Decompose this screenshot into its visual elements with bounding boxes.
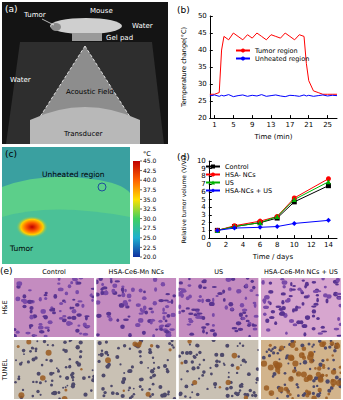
- svg-text:°C: °C: [143, 150, 151, 158]
- svg-text:45.0: 45.0: [143, 157, 157, 164]
- svg-text:7: 7: [201, 180, 205, 188]
- svg-text:30: 30: [198, 80, 207, 88]
- svg-text:6: 6: [258, 241, 263, 249]
- svg-text:2: 2: [201, 219, 205, 227]
- svg-text:42.5: 42.5: [143, 167, 157, 174]
- svg-text:Relative tumor volume (V/V₀): Relative tumor volume (V/V₀): [180, 156, 187, 244]
- svg-text:25: 25: [323, 121, 332, 129]
- svg-text:US: US: [214, 268, 223, 276]
- svg-text:Control: Control: [42, 268, 66, 276]
- svg-text:(a): (a): [5, 4, 18, 14]
- svg-text:20.0: 20.0: [143, 253, 157, 260]
- svg-text:32.5: 32.5: [143, 205, 157, 212]
- svg-text:3: 3: [201, 211, 205, 219]
- svg-text:0: 0: [207, 241, 211, 249]
- svg-text:20: 20: [198, 114, 207, 122]
- svg-text:25.0: 25.0: [143, 234, 157, 241]
- svg-text:8: 8: [275, 241, 279, 249]
- svg-text:HSA-Ce6-Mn NCs: HSA-Ce6-Mn NCs: [109, 268, 165, 276]
- svg-text:45: 45: [198, 29, 207, 37]
- svg-text:HSA-NCs + US: HSA-NCs + US: [225, 187, 272, 195]
- svg-text:12: 12: [307, 241, 316, 249]
- svg-text:TUNEL: TUNEL: [1, 358, 9, 381]
- svg-text:5: 5: [201, 196, 205, 204]
- svg-text:Mouse: Mouse: [90, 7, 113, 15]
- svg-text:US: US: [225, 179, 234, 187]
- svg-text:Gel pad: Gel pad: [106, 34, 133, 42]
- svg-text:4: 4: [201, 203, 206, 211]
- svg-text:14: 14: [324, 241, 333, 249]
- svg-text:Tumor: Tumor: [23, 11, 46, 19]
- svg-text:Tumor: Tumor: [9, 244, 34, 253]
- svg-text:Time / days: Time / days: [252, 253, 294, 261]
- svg-text:0: 0: [201, 234, 205, 242]
- svg-text:21: 21: [304, 121, 313, 129]
- svg-text:HSA- NCs: HSA- NCs: [225, 171, 256, 179]
- svg-text:10: 10: [197, 157, 206, 165]
- svg-text:Control: Control: [225, 163, 249, 171]
- svg-text:Acoustic Field: Acoustic Field: [66, 88, 114, 96]
- svg-text:10: 10: [290, 241, 299, 249]
- svg-text:40.0: 40.0: [143, 176, 157, 183]
- svg-text:Water: Water: [10, 76, 31, 84]
- svg-text:1: 1: [212, 121, 216, 129]
- svg-text:2: 2: [224, 241, 228, 249]
- svg-text:(d): (d): [177, 152, 190, 162]
- svg-text:Transducer: Transducer: [63, 130, 103, 138]
- svg-text:30.0: 30.0: [143, 215, 157, 222]
- svg-text:17: 17: [285, 121, 294, 129]
- svg-text:(e): (e): [0, 266, 13, 276]
- svg-text:1: 1: [201, 226, 205, 234]
- svg-text:22.5: 22.5: [143, 244, 157, 251]
- svg-text:50: 50: [198, 12, 207, 20]
- svg-text:9: 9: [201, 165, 205, 173]
- svg-text:5: 5: [231, 121, 235, 129]
- svg-text:(b): (b): [177, 5, 190, 15]
- svg-text:8: 8: [201, 172, 205, 180]
- svg-text:9: 9: [250, 121, 254, 129]
- svg-text:Water: Water: [132, 22, 153, 30]
- svg-text:HSA-Ce6-Mn NCs + US: HSA-Ce6-Mn NCs + US: [264, 268, 338, 276]
- svg-text:H&E: H&E: [1, 300, 9, 314]
- svg-text:Time (min): Time (min): [253, 133, 292, 141]
- svg-text:35.0: 35.0: [143, 196, 157, 203]
- svg-text:37.5: 37.5: [143, 186, 157, 193]
- svg-text:Unheated region: Unheated region: [42, 170, 105, 179]
- svg-text:Tumor region: Tumor region: [254, 47, 298, 55]
- svg-text:(c): (c): [5, 149, 17, 159]
- svg-text:27.5: 27.5: [143, 224, 157, 231]
- svg-text:Temperature change(°C): Temperature change(°C): [180, 27, 188, 108]
- svg-text:6: 6: [201, 188, 206, 196]
- svg-text:4: 4: [241, 241, 246, 249]
- svg-text:Unheated region: Unheated region: [255, 55, 309, 63]
- svg-text:35: 35: [198, 63, 207, 71]
- svg-text:13: 13: [267, 121, 276, 129]
- svg-text:25: 25: [198, 97, 207, 105]
- svg-text:40: 40: [198, 46, 207, 54]
